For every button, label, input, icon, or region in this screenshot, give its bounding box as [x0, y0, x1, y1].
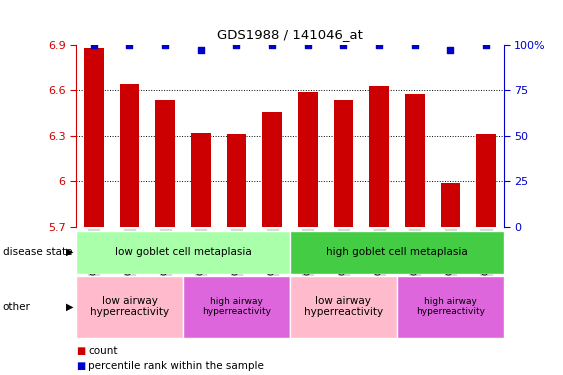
- Point: [446, 48, 455, 54]
- Text: ▶: ▶: [65, 247, 73, 257]
- Text: other: other: [3, 302, 31, 312]
- Text: high goblet cell metaplasia: high goblet cell metaplasia: [326, 247, 468, 257]
- Point: [232, 42, 241, 48]
- Text: ▶: ▶: [65, 302, 73, 312]
- Bar: [441, 183, 460, 227]
- Bar: [405, 93, 425, 227]
- Text: ■: ■: [76, 361, 85, 370]
- Text: low airway
hyperreactivity: low airway hyperreactivity: [304, 296, 383, 317]
- Bar: [334, 100, 353, 227]
- Bar: [120, 84, 139, 227]
- Text: low goblet cell metaplasia: low goblet cell metaplasia: [115, 247, 251, 257]
- Point: [125, 42, 134, 48]
- Bar: [84, 48, 104, 227]
- Point: [196, 48, 205, 54]
- Bar: [155, 100, 175, 227]
- Text: disease state: disease state: [3, 247, 72, 257]
- Point: [481, 42, 490, 48]
- Bar: [76, 276, 183, 338]
- Bar: [369, 86, 389, 227]
- Bar: [262, 112, 282, 227]
- Bar: [290, 231, 504, 274]
- Text: low airway
hyperreactivity: low airway hyperreactivity: [90, 296, 169, 317]
- Text: high airway
hyperreactivity: high airway hyperreactivity: [202, 297, 271, 316]
- Bar: [191, 133, 211, 227]
- Point: [160, 42, 169, 48]
- Point: [303, 42, 312, 48]
- Bar: [397, 276, 504, 338]
- Text: ■: ■: [76, 346, 85, 355]
- Point: [374, 42, 383, 48]
- Text: percentile rank within the sample: percentile rank within the sample: [88, 361, 264, 370]
- Bar: [183, 276, 290, 338]
- Bar: [476, 134, 496, 227]
- Text: count: count: [88, 346, 118, 355]
- Text: high airway
hyperreactivity: high airway hyperreactivity: [416, 297, 485, 316]
- Title: GDS1988 / 141046_at: GDS1988 / 141046_at: [217, 28, 363, 41]
- Point: [267, 42, 276, 48]
- Point: [90, 42, 99, 48]
- Point: [339, 42, 348, 48]
- Bar: [76, 231, 290, 274]
- Point: [410, 42, 419, 48]
- Bar: [298, 92, 318, 227]
- Bar: [227, 134, 246, 227]
- Bar: [290, 276, 397, 338]
